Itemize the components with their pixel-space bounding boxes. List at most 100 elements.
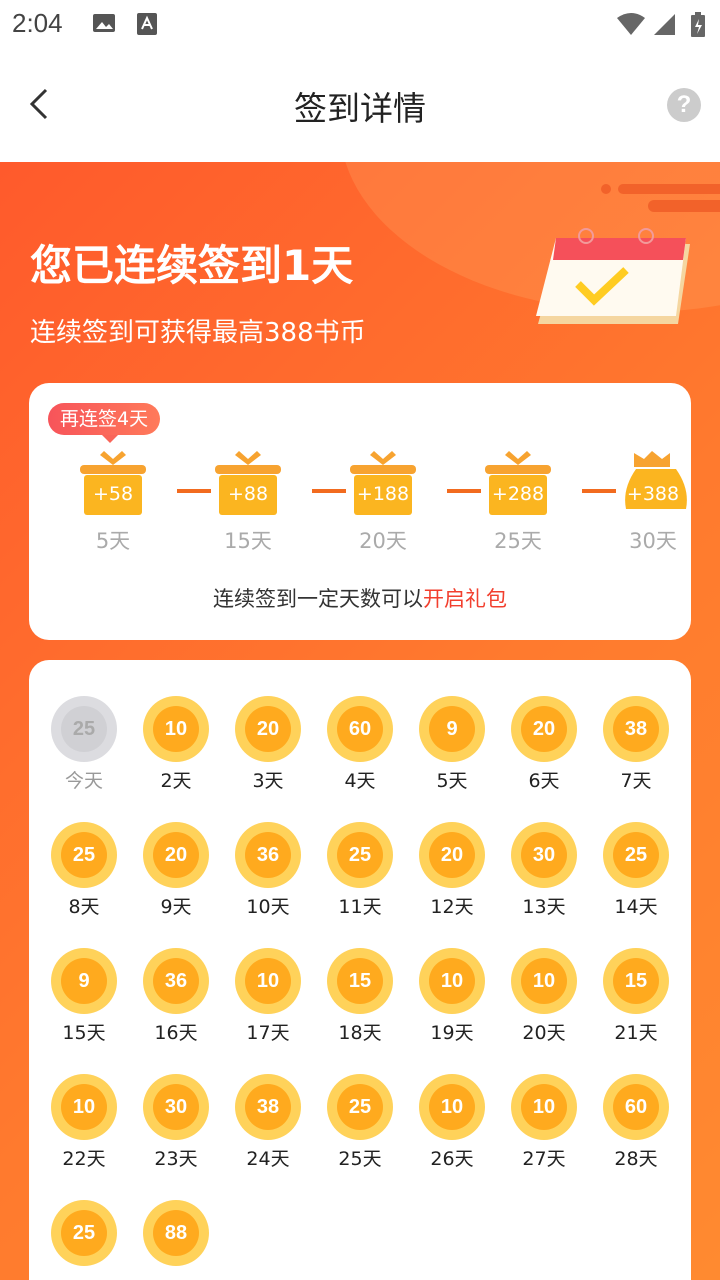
reward-amount: +188 (356, 483, 410, 505)
day-reward-item[interactable]: 10 22天 (38, 1074, 130, 1170)
day-label: 15天 (62, 1022, 106, 1044)
milestone-reward[interactable]: +88 15天 (213, 449, 283, 555)
milestone-days: 25天 (494, 529, 542, 553)
day-reward-item[interactable]: 9 5天 (406, 696, 498, 792)
day-label: 3天 (252, 770, 284, 792)
coin-icon: 25 (51, 696, 117, 762)
coin-value: 10 (521, 958, 567, 1004)
day-label: 10天 (246, 896, 290, 918)
coin-value: 20 (153, 832, 199, 878)
coin-icon: 20 (419, 822, 485, 888)
milestone-reward[interactable]: +288 25天 (483, 449, 553, 555)
coin-icon: 25 (51, 822, 117, 888)
coin-value: 10 (153, 706, 199, 752)
coin-value: 10 (429, 958, 475, 1004)
milestone-reward[interactable]: +58 5天 (78, 449, 148, 555)
day-reward-item[interactable]: 25 14天 (590, 822, 682, 918)
coin-value: 60 (337, 706, 383, 752)
day-label: 21天 (614, 1022, 658, 1044)
coin-icon: 88 (143, 1200, 209, 1266)
day-reward-item[interactable]: 20 3天 (222, 696, 314, 792)
signin-panel: 您已连续签到1天 连续签到可获得最高388书币 再连签4天 +58 5天 +88 15… (0, 162, 720, 1280)
coin-icon: 10 (511, 1074, 577, 1140)
rewards-note: 连续签到一定天数可以开启礼包 (29, 583, 691, 613)
day-label: 28天 (614, 1148, 658, 1170)
coin-value: 88 (153, 1210, 199, 1256)
day-reward-item[interactable]: 10 27天 (498, 1074, 590, 1170)
day-reward-item[interactable]: 9 15天 (38, 948, 130, 1044)
coin-icon: 25 (51, 1200, 117, 1266)
day-reward-item[interactable]: 36 16天 (130, 948, 222, 1044)
day-label: 26天 (430, 1148, 474, 1170)
milestone-reward[interactable]: +388 30天 (618, 449, 688, 555)
day-reward-item[interactable]: 25 11天 (314, 822, 406, 918)
day-reward-item[interactable]: 25 今天 (38, 696, 130, 792)
coin-value: 25 (61, 832, 107, 878)
milestone-reward[interactable]: +188 20天 (348, 449, 418, 555)
day-label: 22天 (62, 1148, 106, 1170)
day-reward-item[interactable]: 60 4天 (314, 696, 406, 792)
day-reward-item[interactable]: 10 17天 (222, 948, 314, 1044)
day-label: 16天 (154, 1022, 198, 1044)
status-bar: 2:04 (0, 0, 720, 48)
day-reward-item[interactable]: 10 19天 (406, 948, 498, 1044)
day-reward-item[interactable]: 15 18天 (314, 948, 406, 1044)
day-reward-item[interactable]: 10 2天 (130, 696, 222, 792)
coin-value: 10 (245, 958, 291, 1004)
day-reward-item[interactable]: 38 7天 (590, 696, 682, 792)
decor-streaks (601, 184, 720, 212)
coin-value: 15 (337, 958, 383, 1004)
progress-connector (447, 489, 481, 493)
milestone-days: 30天 (629, 529, 677, 553)
day-reward-item[interactable]: 20 9天 (130, 822, 222, 918)
coin-icon: 30 (143, 1074, 209, 1140)
calendar-check-icon (536, 228, 690, 324)
progress-connector (312, 489, 346, 493)
gift-icon (485, 451, 551, 515)
day-reward-item[interactable]: 10 26天 (406, 1074, 498, 1170)
coin-value: 25 (337, 1084, 383, 1130)
coin-value: 60 (613, 1084, 659, 1130)
day-reward-item[interactable]: 10 20天 (498, 948, 590, 1044)
day-reward-item[interactable]: 38 24天 (222, 1074, 314, 1170)
coin-icon: 10 (419, 1074, 485, 1140)
coin-icon: 10 (511, 948, 577, 1014)
gift-icon (215, 451, 281, 515)
coin-icon: 38 (603, 696, 669, 762)
coin-icon: 25 (327, 822, 393, 888)
coin-value: 25 (337, 832, 383, 878)
coin-icon: 20 (511, 696, 577, 762)
day-label: 13天 (522, 896, 566, 918)
day-reward-item[interactable]: 25 (38, 1200, 130, 1266)
back-icon[interactable] (22, 84, 62, 124)
day-reward-item[interactable]: 20 12天 (406, 822, 498, 918)
day-reward-item[interactable]: 36 10天 (222, 822, 314, 918)
coin-value: 38 (613, 706, 659, 752)
coin-icon: 10 (419, 948, 485, 1014)
coin-icon: 9 (419, 696, 485, 762)
title-bar: 签到详情 ? (0, 48, 720, 162)
image-icon (93, 14, 115, 32)
day-label: 6天 (528, 770, 560, 792)
day-label: 9天 (160, 896, 192, 918)
day-reward-item[interactable]: 25 25天 (314, 1074, 406, 1170)
coin-icon: 9 (51, 948, 117, 1014)
open-gift-link[interactable]: 开启礼包 (423, 587, 507, 611)
coin-value: 25 (61, 1210, 107, 1256)
day-reward-item[interactable]: 20 6天 (498, 696, 590, 792)
day-label: 17天 (246, 1022, 290, 1044)
coin-icon: 30 (511, 822, 577, 888)
coin-icon: 10 (51, 1074, 117, 1140)
day-reward-item[interactable]: 88 (130, 1200, 222, 1266)
day-reward-item[interactable]: 15 21天 (590, 948, 682, 1044)
day-reward-item[interactable]: 60 28天 (590, 1074, 682, 1170)
day-reward-item[interactable]: 30 13天 (498, 822, 590, 918)
coin-icon: 10 (143, 696, 209, 762)
help-icon[interactable]: ? (667, 88, 701, 122)
remaining-days-tip: 再连签4天 (48, 403, 161, 443)
day-reward-item[interactable]: 25 8天 (38, 822, 130, 918)
milestone-days: 5天 (95, 529, 131, 553)
milestone-rewards-card: 再连签4天 +58 5天 +88 15天 +188 20天 +288 25天 +388 30天 连… (29, 383, 691, 640)
day-reward-item[interactable]: 30 23天 (130, 1074, 222, 1170)
day-label: 5天 (436, 770, 468, 792)
